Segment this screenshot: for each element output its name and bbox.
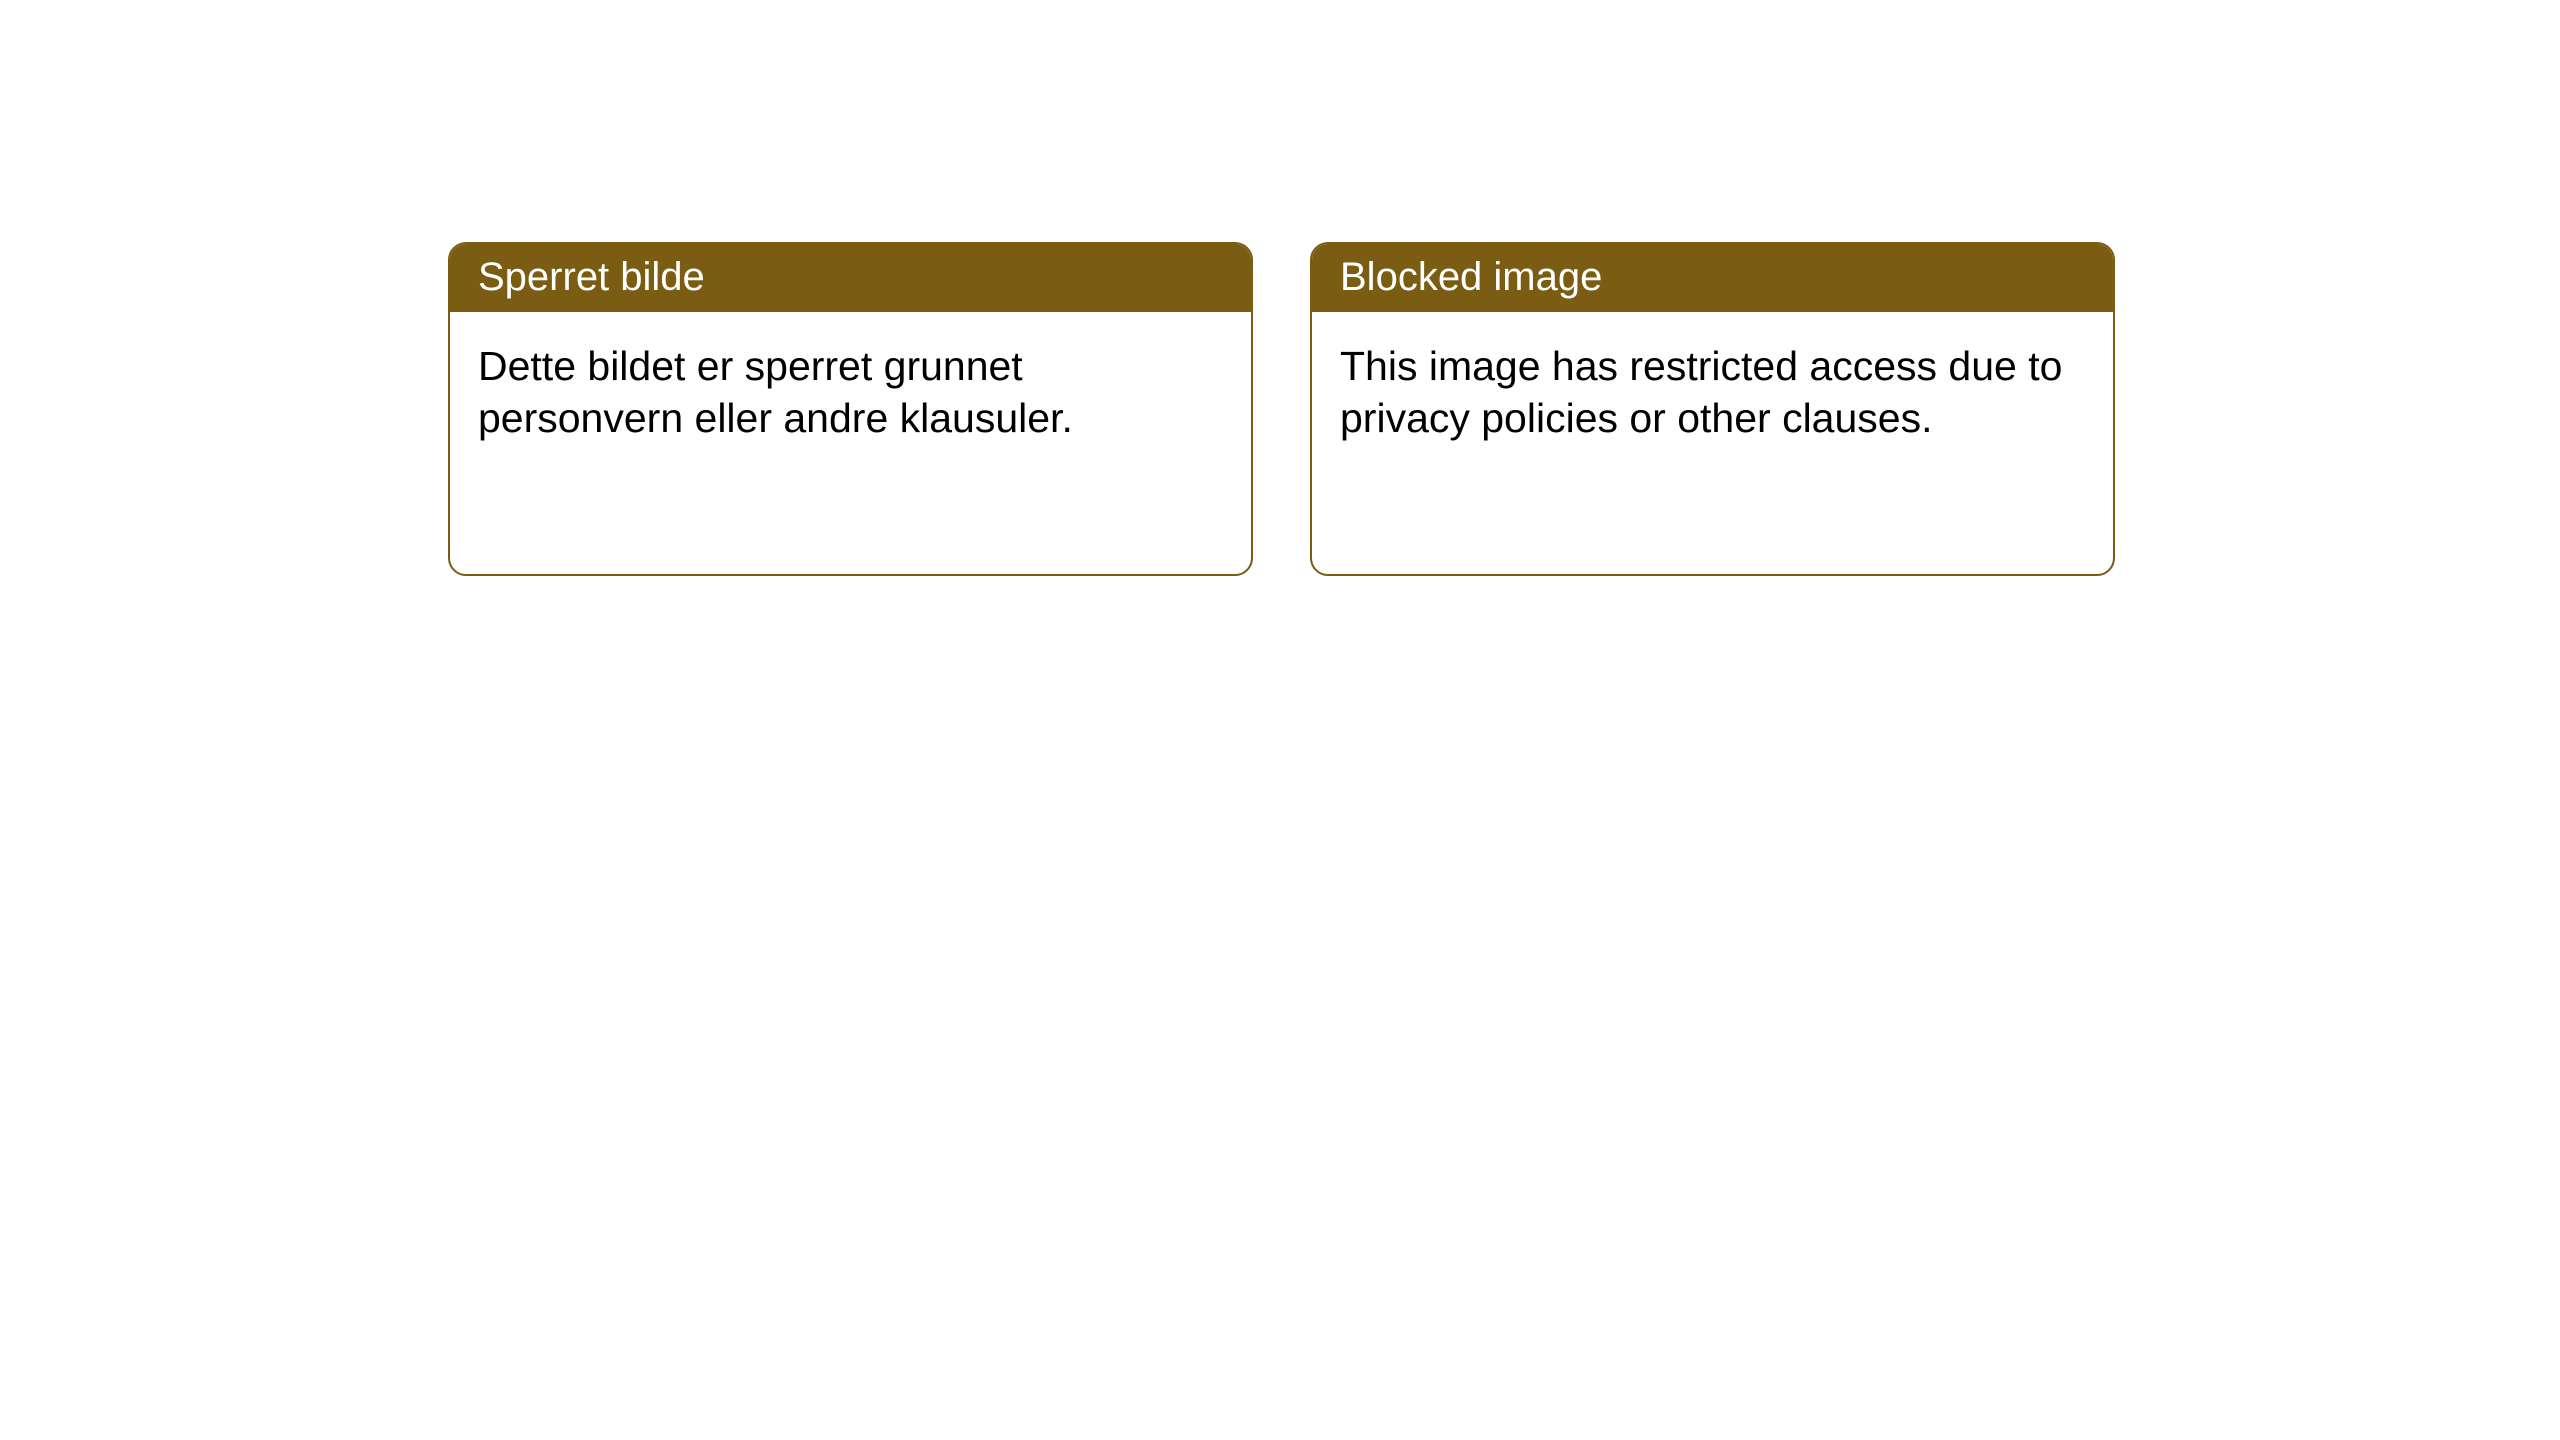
card-title: Blocked image xyxy=(1340,255,1602,299)
card-body-text: Dette bildet er sperret grunnet personve… xyxy=(478,343,1073,441)
notice-container: Sperret bilde Dette bildet er sperret gr… xyxy=(448,242,2115,576)
card-header: Sperret bilde xyxy=(450,244,1251,312)
card-body-text: This image has restricted access due to … xyxy=(1340,343,2062,441)
card-title: Sperret bilde xyxy=(478,255,705,299)
notice-card-norwegian: Sperret bilde Dette bildet er sperret gr… xyxy=(448,242,1253,576)
card-body: Dette bildet er sperret grunnet personve… xyxy=(450,312,1251,472)
notice-card-english: Blocked image This image has restricted … xyxy=(1310,242,2115,576)
card-header: Blocked image xyxy=(1312,244,2113,312)
card-body: This image has restricted access due to … xyxy=(1312,312,2113,472)
